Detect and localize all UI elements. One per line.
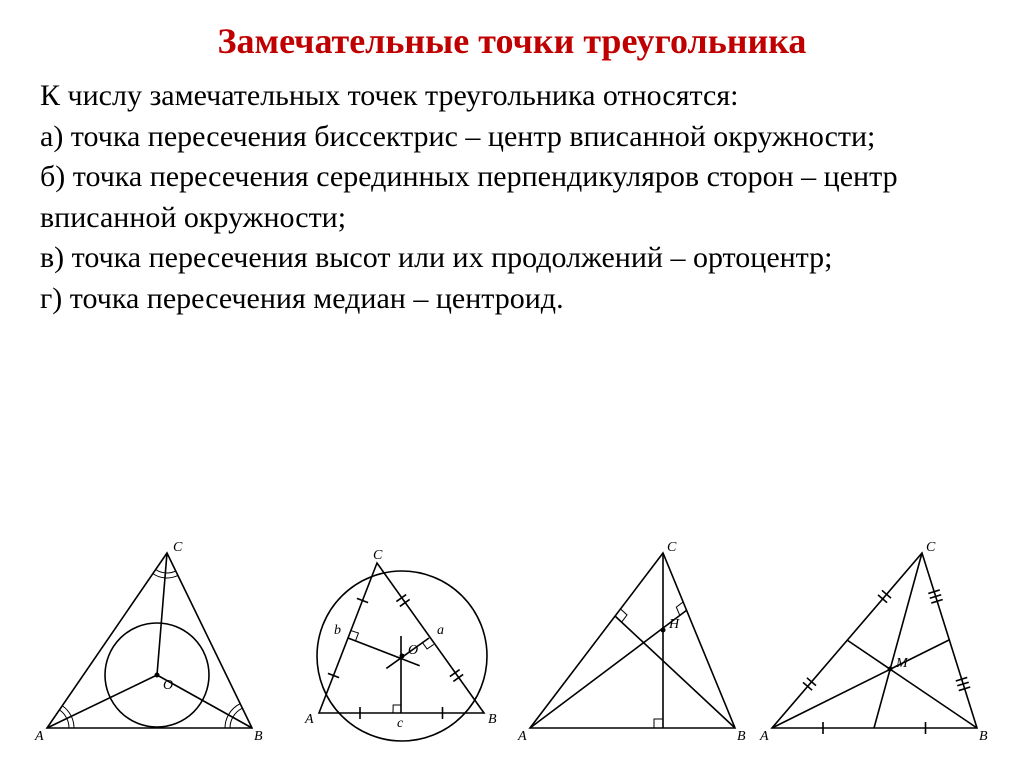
diagram-orthocenter: A B C H — [515, 538, 750, 748]
svg-text:c: c — [397, 716, 404, 731]
body-text: К числу замечательных точек треугольника… — [40, 76, 984, 319]
diagram-circumcenter: A B C Oa b c — [274, 538, 509, 748]
svg-text:C: C — [926, 540, 936, 555]
svg-text:b: b — [334, 623, 341, 638]
svg-text:A: A — [759, 729, 769, 744]
svg-text:B: B — [254, 729, 263, 744]
svg-text:H: H — [668, 617, 680, 632]
body-line: г) точка пересечения медиан – центроид. — [40, 279, 984, 320]
diagrams-row: ABCO ABCOabc ABCH ABCM — [32, 530, 992, 755]
svg-text:A: A — [517, 729, 527, 744]
body-line: б) точка пересечения серединных перпенди… — [40, 157, 984, 238]
svg-text:a: a — [437, 623, 444, 638]
body-line: а) точка пересечения биссектрис – центр … — [40, 117, 984, 158]
body-line: в) точка пересечения высот или их продол… — [40, 238, 984, 279]
svg-text:O: O — [408, 643, 418, 658]
page-title: Замечательные точки треугольника — [40, 20, 984, 62]
svg-text:M: M — [895, 656, 909, 671]
svg-text:B: B — [979, 729, 988, 744]
svg-text:A: A — [34, 729, 44, 744]
svg-text:C: C — [173, 540, 183, 555]
svg-text:A: A — [304, 712, 314, 727]
svg-text:B: B — [737, 729, 746, 744]
svg-text:O: O — [163, 678, 173, 693]
svg-text:C: C — [667, 540, 677, 555]
diagram-incenter: A B C O — [32, 538, 267, 748]
body-line: К числу замечательных точек треугольника… — [40, 76, 984, 117]
diagram-centroid: A B C M — [757, 538, 992, 748]
svg-text:C: C — [373, 548, 383, 563]
svg-text:B: B — [488, 712, 497, 727]
